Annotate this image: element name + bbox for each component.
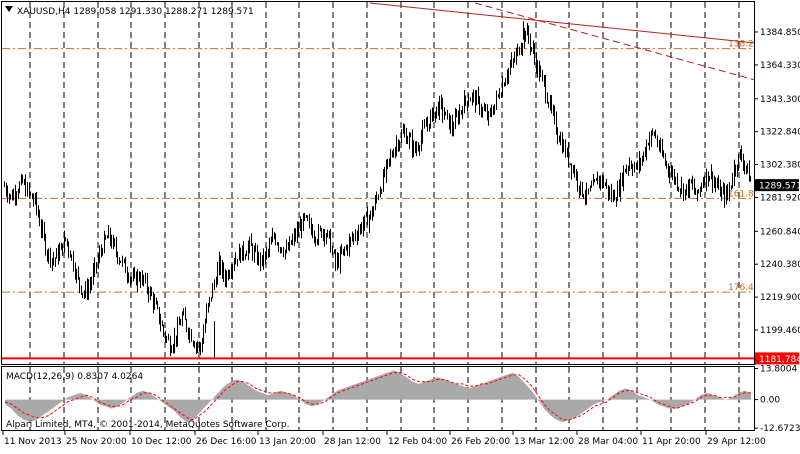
fib-level-label: 176.4 [728, 283, 754, 293]
macd-histogram [5, 370, 751, 423]
time-axis-label: 26 Feb 20:00 [451, 437, 510, 447]
price-axis-label: 1384.850 [760, 28, 800, 38]
support-price-box [755, 352, 799, 365]
price-axis-label: 1302.380 [760, 161, 800, 171]
price-axis-label: 1260.840 [760, 227, 800, 237]
vertical-grid [29, 2, 740, 430]
fib-level-label: 161.8 [728, 189, 754, 199]
price-axis-label: 1281.920 [760, 193, 800, 203]
price-axis-label: 1364.330 [760, 61, 800, 71]
price-axis-label: 1240.380 [760, 260, 800, 270]
price-axis[interactable]: 1384.850 1364.330 1343.300 1322.840 1302.380… [754, 28, 800, 365]
support-price-label: 1181.784 [759, 355, 800, 365]
trend-line-lower[interactable] [474, 2, 756, 81]
chart-menu-triangle-icon[interactable] [5, 6, 13, 12]
time-axis-label: 29 Apr 12:00 [707, 437, 766, 447]
fib-level-label: 138.2 [728, 40, 754, 50]
macd-signal-line [4, 372, 751, 421]
current-price-box [755, 179, 799, 192]
macd-panel-frame [1, 366, 755, 431]
macd-axis[interactable]: 13.8004 0.00 -12.6723 [754, 365, 800, 435]
price-axis-label: 1322.840 [760, 128, 800, 138]
copyright-text: Alpari Limited, MT4, © 2001-2014, MetaQu… [6, 420, 289, 430]
macd-panel [4, 370, 751, 423]
time-axis-label: 28 Jan 12:00 [324, 437, 381, 447]
time-axis-label: 11 Nov 2013 [4, 437, 62, 447]
price-axis-label: 1343.300 [760, 95, 800, 105]
time-axis-label: 25 Nov 20:00 [66, 437, 127, 447]
price-panel-frame [1, 1, 755, 365]
time-axis-label: 10 Dec 12:00 [131, 437, 192, 447]
trend-lines[interactable] [369, 2, 756, 81]
time-axis-label: 13 Jan 20:00 [259, 437, 316, 447]
time-axis-label: 12 Feb 04:00 [388, 437, 447, 447]
time-axis-label: 13 Mar 12:00 [514, 437, 574, 447]
macd-axis-label: 13.8004 [760, 365, 797, 375]
macd-header: MACD(12,26,9) 0.8307 4.0264 [6, 372, 143, 382]
fibonacci-levels[interactable]: 138.2 161.8 176.4 [2, 40, 754, 294]
price-axis-label: 1219.900 [760, 293, 800, 303]
macd-axis-label: 0.00 [760, 396, 780, 406]
time-axis[interactable]: 11 Nov 2013 25 Nov 20:00 10 Dec 12:00 26 De… [2, 431, 766, 447]
time-axis-label: 26 Dec 16:00 [196, 437, 257, 447]
price-candles [4, 21, 751, 358]
macd-axis-label: -12.6723 [760, 424, 800, 434]
symbol-header: XAUUSD,H4 1289.058 1291.330 1288.271 128… [17, 7, 254, 17]
price-axis-label: 1199.460 [760, 326, 800, 336]
trend-line-upper[interactable] [369, 2, 756, 44]
time-axis-label: 11 Apr 20:00 [642, 437, 701, 447]
time-axis-label: 28 Mar 04:00 [578, 437, 638, 447]
current-price-label: 1289.571 [759, 182, 800, 192]
